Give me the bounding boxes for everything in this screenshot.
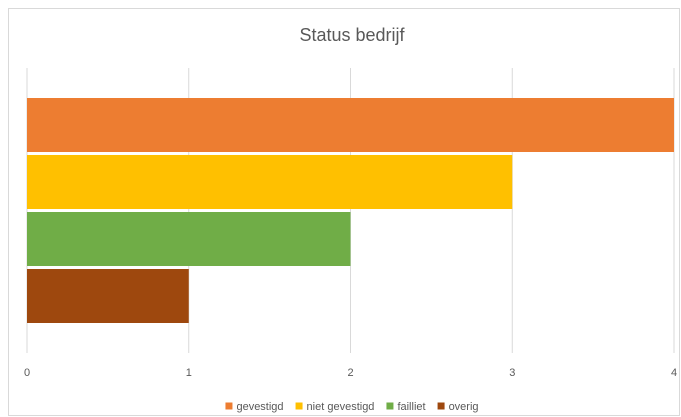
bars <box>27 98 674 323</box>
legend-label-niet-gevestigd: niet gevestigd <box>307 401 375 413</box>
chart-title: Status bedrijf <box>299 25 405 45</box>
bar-gevestigd <box>27 98 674 152</box>
bar-failliet <box>27 212 351 266</box>
x-tick-label-0: 0 <box>24 367 30 379</box>
legend-label-failliet: failliet <box>397 401 425 413</box>
legend-swatch-overig <box>437 402 445 410</box>
legend-swatch-gevestigd <box>225 402 233 410</box>
x-tick-label-1: 1 <box>186 367 192 379</box>
legend-swatch-failliet <box>386 402 394 410</box>
x-tick-label-2: 2 <box>347 367 353 379</box>
x-tick-label-3: 3 <box>509 367 515 379</box>
legend: gevestigd niet gevestigd failliet overig <box>225 401 479 413</box>
legend-label-overig: overig <box>449 401 479 413</box>
x-tick-label-4: 4 <box>671 367 677 379</box>
legend-swatch-niet-gevestigd <box>295 402 303 410</box>
bar-niet-gevestigd <box>27 155 513 209</box>
bar-overig <box>27 269 189 323</box>
legend-label-gevestigd: gevestigd <box>236 401 283 413</box>
x-axis-tick-labels: 0 1 2 3 4 <box>24 367 677 379</box>
